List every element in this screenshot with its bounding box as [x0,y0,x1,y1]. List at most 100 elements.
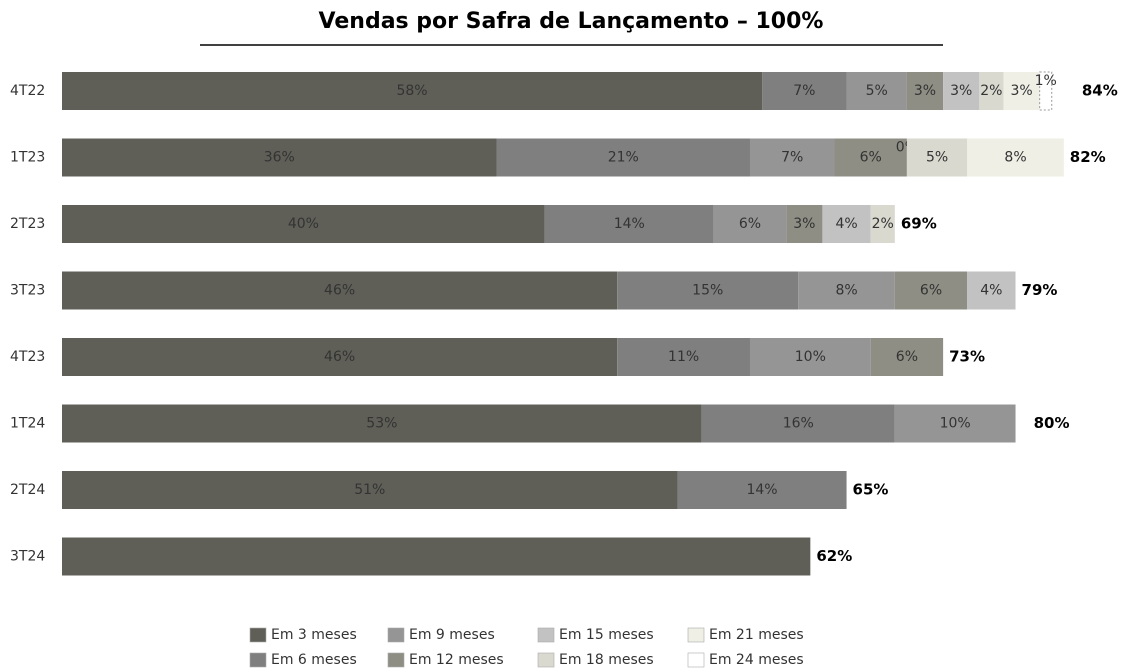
bar-segment [870,338,944,376]
category-label: 2T23 [10,216,45,232]
bar-segment [979,72,1004,110]
bar-segment [701,404,895,443]
legend-swatch [537,652,555,668]
data-label: 8% [1004,150,1026,166]
data-label: 3% [793,216,815,232]
data-label: 14% [746,482,777,498]
total-label: 65% [853,481,889,499]
bar-segment [1003,72,1040,110]
bar-segment [786,205,823,243]
data-label: 10% [940,416,971,432]
bar-segment [822,205,871,243]
bar-segment [496,138,750,177]
bar-segment [677,471,847,509]
category-label: 1T24 [10,416,45,432]
bar-segment [967,271,1016,310]
data-label: 1% [1035,73,1057,89]
data-label: 58% [396,83,427,99]
legend-label: Em 24 meses [709,652,804,668]
data-label: 2% [872,216,894,232]
bar-segment [62,537,811,576]
bar-segment [894,404,1016,443]
data-label: 3% [1010,83,1032,99]
total-label: 69% [901,215,937,233]
bar-segment [617,271,799,310]
category-label: 3T24 [10,549,45,565]
data-label: 7% [793,83,815,99]
data-label: 6% [860,150,882,166]
bar-segment [62,471,678,509]
legend-swatch [249,627,267,643]
bar-segment [62,138,497,177]
data-label: 40% [288,216,319,232]
bar-segment [834,138,907,177]
data-label: 46% [324,283,355,299]
chart-title: Vendas por Safra de Lançamento – 100% [319,9,824,34]
data-label: 53% [366,416,397,432]
bar-segment [894,271,968,310]
data-label: 51% [354,482,385,498]
bar-segment [906,72,944,110]
data-label: 4% [980,283,1002,299]
category-label: 2T24 [10,482,45,498]
bar-segment [1039,71,1053,111]
bar-segment [713,205,787,243]
data-label: 36% [264,150,295,166]
bar-segment [943,72,980,110]
data-label: 14% [614,216,645,232]
total-label: 80% [1034,414,1070,432]
bar-segment [617,338,750,376]
legend-label: Em 12 meses [409,652,504,668]
bar-segment [798,271,895,310]
bar-segment [62,205,545,243]
total-label: 62% [816,547,852,565]
bar-segment [749,138,835,177]
data-label: 6% [896,349,918,365]
legend-swatch [687,627,705,643]
legend-swatch [249,652,267,668]
legend-swatch [687,652,705,668]
data-label: 5% [866,83,888,99]
total-label: 79% [1022,281,1058,299]
bar-segment [870,205,895,243]
data-label: 6% [739,216,761,232]
total-label: 73% [949,348,985,366]
data-label: 15% [692,283,723,299]
data-label: 4% [835,216,857,232]
bar-segment [62,72,763,110]
data-label: 6% [920,283,942,299]
data-label: 46% [324,349,355,365]
legend-label: Em 6 meses [271,652,357,668]
data-label: 3% [950,83,972,99]
legend-swatch [537,627,555,643]
legend-label: Em 18 meses [559,652,654,668]
total-label: 82% [1070,148,1106,166]
total-label: 84% [1082,82,1118,100]
data-label: 5% [926,150,948,166]
bar-segment [62,271,618,310]
data-label: 10% [795,349,826,365]
category-label: 4T23 [10,349,45,365]
legend-label: Em 3 meses [271,627,357,643]
bar-segment [62,404,702,443]
data-label: 2% [980,83,1002,99]
data-label: 8% [835,283,857,299]
data-label: 7% [781,150,803,166]
legend-label: Em 21 meses [709,627,804,643]
bar-segment [846,72,907,110]
bar-segment [749,338,871,376]
legend-label: Em 9 meses [409,627,495,643]
bar-segment [906,138,968,177]
legend-label: Em 15 meses [559,627,654,643]
legend-swatch [387,652,405,668]
bar-segment [544,205,714,243]
data-label: 11% [668,349,699,365]
bar-segment [762,72,847,110]
category-label: 1T23 [10,150,45,166]
bar-segment [62,338,618,376]
bar-segment [967,138,1064,177]
category-label: 3T23 [10,283,45,299]
legend-swatch [387,627,405,643]
data-label: 21% [608,150,639,166]
